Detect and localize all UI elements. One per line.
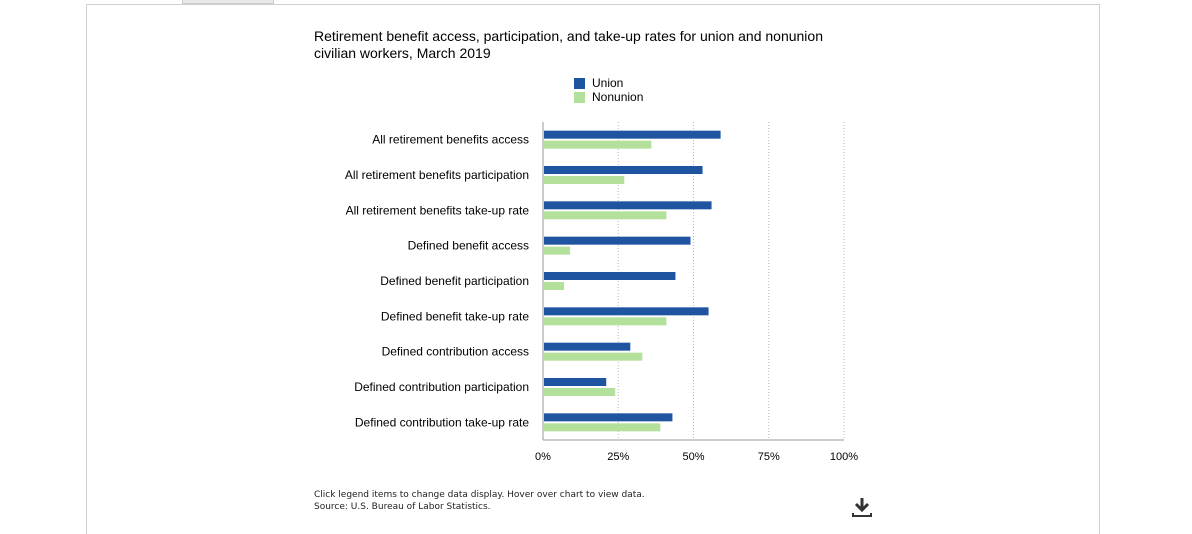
bar-nonunion[interactable] [544,140,652,149]
category-label: Defined contribution participation [354,380,529,394]
chart-title: Retirement benefit access, participation… [314,28,823,61]
download-icon [852,498,872,517]
bar-union[interactable] [544,201,712,210]
legend-label-union: Union [592,76,624,90]
bar-union[interactable] [544,130,721,139]
bar-nonunion[interactable] [544,176,625,184]
bar-nonunion[interactable] [544,246,571,255]
x-tick-label: 25% [607,451,629,463]
x-tick-label: 0% [535,451,551,463]
x-tick-label: 50% [682,451,704,463]
bar-union[interactable] [544,342,631,351]
legend-item-nonunion[interactable]: Nonunion [574,90,643,104]
category-label: All retirement benefits take-up rate [346,203,530,217]
bar-nonunion[interactable] [544,211,667,220]
download-button[interactable] [850,495,874,519]
category-label: Defined benefit participation [380,274,529,288]
category-label: Defined benefit take-up rate [381,309,529,323]
bar-chart[interactable]: 0% 25% 50% 75% 100% All retirement benefits a… [0,0,1192,480]
category-label: All retirement benefits access [372,133,529,147]
footnote-source: Source: U.S. Bureau of Labor Statistics. [314,502,491,512]
chart-frame [86,4,1100,534]
category-label: Defined benefit access [408,239,529,253]
legend-swatch-union [574,77,585,89]
x-tick-label: 75% [758,451,780,463]
footnote-instructions: Click legend items to change data displa… [314,490,645,500]
footnotes: Click legend items to change data displa… [314,489,645,513]
legend-item-union[interactable]: Union [574,76,643,90]
bar-union[interactable] [544,236,691,245]
bar-union[interactable] [544,378,607,386]
category-label: Defined contribution take-up rate [355,415,529,429]
bar-union[interactable] [544,272,676,280]
bar-nonunion[interactable] [544,388,616,396]
bar-nonunion[interactable] [544,282,565,290]
category-label: All retirement benefits participation [345,168,529,182]
bar-nonunion[interactable] [544,352,643,361]
bar-union[interactable] [544,166,703,174]
bar-nonunion[interactable] [544,317,667,326]
legend-label-nonunion: Nonunion [592,90,644,104]
bar-union[interactable] [544,413,673,422]
bar-nonunion[interactable] [544,423,661,432]
category-label: Defined contribution access [382,345,529,359]
bar-union[interactable] [544,307,709,316]
tab-stub[interactable] [182,0,274,4]
legend: Union Nonunion [574,76,643,104]
x-tick-label: 100% [830,451,858,463]
legend-swatch-nonunion [574,91,585,103]
